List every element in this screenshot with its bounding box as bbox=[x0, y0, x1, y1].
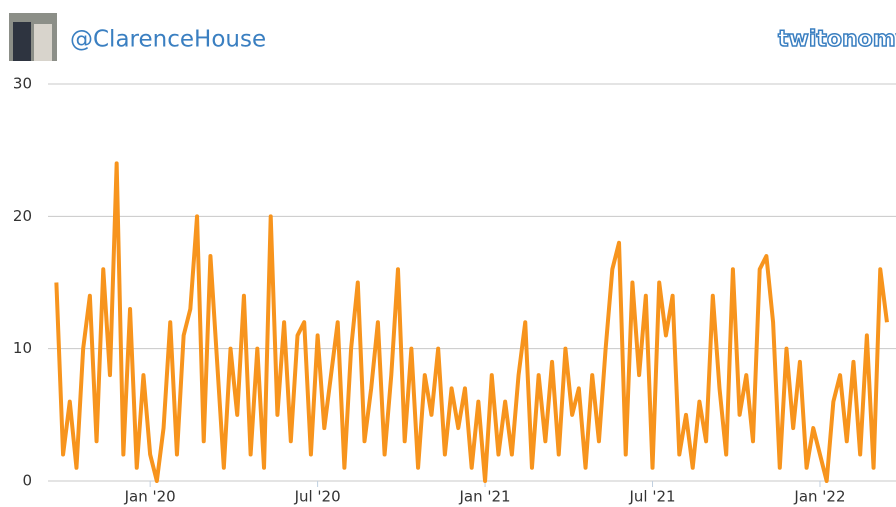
y-tick-label: 0 bbox=[22, 472, 32, 490]
x-tick-label: Jan '21 bbox=[459, 488, 511, 506]
avatar-figure bbox=[34, 24, 52, 61]
handle: @ClarenceHouse bbox=[70, 27, 266, 53]
x-tick-label: Jan '20 bbox=[124, 488, 176, 506]
y-tick-label: 30 bbox=[13, 75, 32, 93]
avatar-figure bbox=[13, 22, 31, 61]
x-tick-label: Jul '20 bbox=[294, 488, 341, 506]
logo: twitonomy bbox=[778, 27, 896, 52]
y-tick-label: 20 bbox=[13, 207, 32, 225]
line bbox=[54, 161, 889, 483]
x-tick-label: Jul '21 bbox=[628, 488, 675, 506]
x-tick-label: Jan '22 bbox=[793, 488, 845, 506]
y-tick-label: 10 bbox=[13, 339, 32, 357]
